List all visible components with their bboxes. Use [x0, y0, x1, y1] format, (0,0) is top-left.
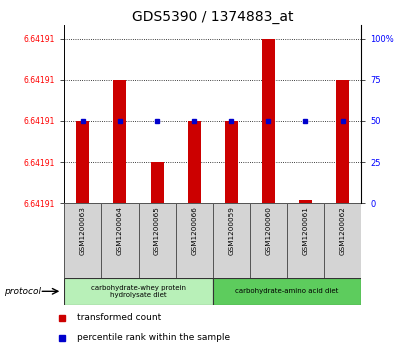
Bar — [64, 278, 213, 305]
Text: transformed count: transformed count — [77, 313, 161, 322]
Bar — [139, 203, 176, 278]
Bar — [250, 203, 287, 278]
Bar — [101, 203, 139, 278]
Text: carbohydrate-amino acid diet: carbohydrate-amino acid diet — [235, 288, 339, 294]
Text: GSM1200066: GSM1200066 — [191, 206, 197, 255]
Text: GSM1200060: GSM1200060 — [265, 206, 271, 255]
Text: carbohydrate-whey protein
hydrolysate diet: carbohydrate-whey protein hydrolysate di… — [91, 285, 186, 298]
Bar — [324, 203, 361, 278]
Text: GSM1200063: GSM1200063 — [80, 206, 86, 255]
Text: percentile rank within the sample: percentile rank within the sample — [77, 333, 230, 342]
Text: GSM1200064: GSM1200064 — [117, 206, 123, 255]
Title: GDS5390 / 1374883_at: GDS5390 / 1374883_at — [132, 11, 293, 24]
Bar — [213, 203, 250, 278]
Bar — [225, 121, 238, 203]
Text: GSM1200065: GSM1200065 — [154, 206, 160, 255]
Bar — [336, 80, 349, 203]
Bar — [213, 278, 361, 305]
Bar — [287, 203, 324, 278]
Bar — [188, 121, 200, 203]
Bar — [262, 38, 275, 203]
Bar — [176, 203, 213, 278]
Text: GSM1200062: GSM1200062 — [339, 206, 346, 255]
Text: protocol: protocol — [4, 287, 41, 296]
Text: GSM1200061: GSM1200061 — [303, 206, 308, 255]
Bar — [151, 162, 164, 203]
Bar — [299, 200, 312, 203]
Bar — [113, 80, 127, 203]
Bar — [64, 203, 101, 278]
Bar — [76, 121, 89, 203]
Text: GSM1200059: GSM1200059 — [228, 206, 234, 255]
